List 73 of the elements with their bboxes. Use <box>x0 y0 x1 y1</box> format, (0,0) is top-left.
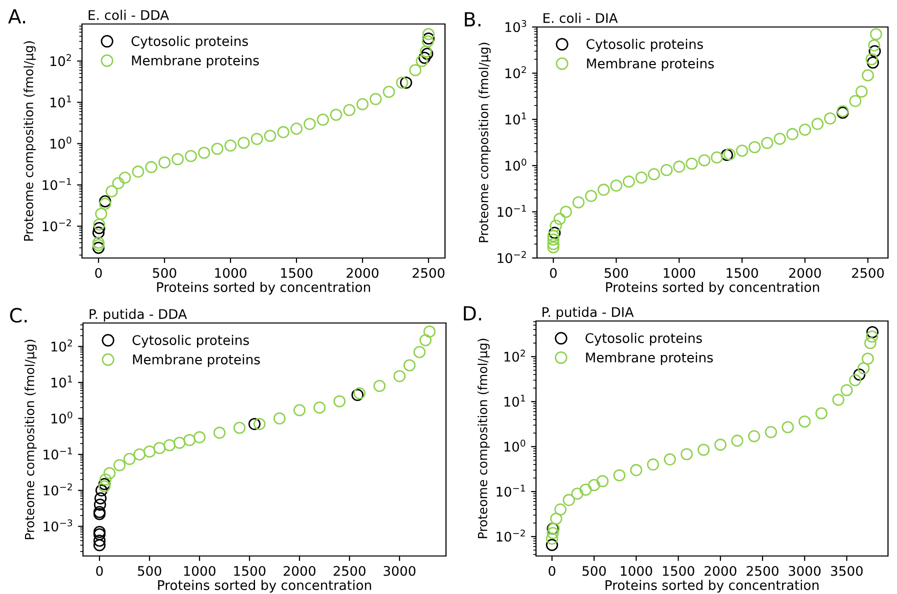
chart-title: P. putida - DIA <box>542 306 634 320</box>
y-tick-label: 10$^{0}$ <box>504 440 526 452</box>
x-tick-label: 0 <box>550 268 557 278</box>
y-tick-label: 10$^{0}$ <box>52 411 72 424</box>
chart-title: E. coli - DDA <box>88 10 169 20</box>
y-tick-label: 10$^{−2}$ <box>44 483 72 496</box>
x-tick-label: 1500 <box>234 566 266 576</box>
x-axis-title: Proteins sorted by concentration <box>606 580 819 593</box>
y-tick-label: 10$^{1}$ <box>506 112 526 125</box>
x-tick-label: 2000 <box>789 268 821 278</box>
y-tick-label: 10$^{−1}$ <box>496 484 525 497</box>
x-tick-label: 1000 <box>620 566 652 576</box>
y-tick-label: 10$^{−3}$ <box>44 519 72 532</box>
y-tick-label: 10$^{0}$ <box>506 158 526 171</box>
y-tick-label: 10$^{−2}$ <box>496 530 525 542</box>
x-axis-title: Proteins sorted by concentration <box>158 580 372 593</box>
y-tick-label: 10$^{3}$ <box>506 20 526 32</box>
x-tick-label: 3000 <box>384 566 416 576</box>
text: A. <box>8 9 26 24</box>
x-tick-label: 2000 <box>284 566 316 576</box>
x-tick-label: 1500 <box>726 268 758 278</box>
y-tick-label: 10$^{−1}$ <box>42 178 71 190</box>
x-tick-label: 1000 <box>215 268 246 278</box>
y-tick-label: 10$^{−2}$ <box>42 219 71 232</box>
y-tick-label: 10$^{−2}$ <box>498 251 526 264</box>
y-tick-label: 10$^{1}$ <box>504 394 525 407</box>
x-tick-label: 2500 <box>852 268 884 278</box>
y-tick-label: 10$^{−1}$ <box>44 448 72 460</box>
legend-label: Membrane proteins <box>132 55 259 68</box>
x-tick-label: 2500 <box>412 268 444 278</box>
x-tick-label: 0 <box>96 566 103 576</box>
x-tick-label: 0 <box>95 268 102 278</box>
chart-title: P. putida - DDA <box>90 308 187 322</box>
y-tick-label: 10$^{2}$ <box>506 66 526 78</box>
text: B. <box>464 12 480 26</box>
y-tick-label: 10$^{1}$ <box>50 95 71 108</box>
x-tick-label: 500 <box>152 268 176 278</box>
legend-label: Cytosolic proteins <box>132 36 248 49</box>
x-tick-label: 500 <box>138 566 162 576</box>
legend-label: Cytosolic proteins <box>586 332 702 346</box>
legend-label: Cytosolic proteins <box>132 334 249 348</box>
y-tick-label: 10$^{0}$ <box>50 136 72 149</box>
legend-label: Membrane proteins <box>133 354 260 368</box>
x-tick-label: 3000 <box>788 566 821 576</box>
x-tick-label: 0 <box>548 566 556 576</box>
y-axis-title: Proteome composition (fmol/µg) <box>24 41 36 241</box>
x-tick-label: 500 <box>604 268 628 278</box>
legend-label: Cytosolic proteins <box>586 38 703 52</box>
x-tick-label: 3500 <box>830 566 863 576</box>
y-tick-label: 10$^{2}$ <box>504 350 525 362</box>
x-tick-label: 1500 <box>662 566 694 576</box>
y-tick-label: 10$^{2}$ <box>52 340 72 352</box>
x-tick-label: 2000 <box>704 566 736 576</box>
x-axis-title: Proteins sorted by concentration <box>606 282 820 295</box>
x-tick-label: 500 <box>582 566 606 576</box>
legend-label: Membrane proteins <box>586 352 713 366</box>
text: C. <box>10 308 27 323</box>
x-tick-label: 2500 <box>334 566 366 576</box>
x-axis-title: Proteins sorted by concentration <box>157 282 370 295</box>
chart-title: E. coli - DIA <box>544 12 618 24</box>
y-tick-label: 10$^{1}$ <box>52 376 72 388</box>
x-tick-label: 2500 <box>746 566 778 576</box>
y-tick-label: 10$^{2}$ <box>50 54 71 66</box>
x-tick-label: 2000 <box>346 268 378 278</box>
x-tick-label: 1000 <box>184 566 216 576</box>
y-tick-label: 10$^{−1}$ <box>498 204 526 217</box>
text: D. <box>464 306 482 320</box>
y-axis-title: Proteome composition (fmol/µg) <box>478 42 491 242</box>
x-tick-label: 1000 <box>664 268 696 278</box>
legend-label: Membrane proteins <box>587 58 714 72</box>
y-axis-title: Proteome composition (fmol/µg) <box>478 338 490 538</box>
x-tick-label: 1500 <box>281 268 312 278</box>
y-axis-title: Proteome composition (fmol/µg) <box>24 340 37 540</box>
